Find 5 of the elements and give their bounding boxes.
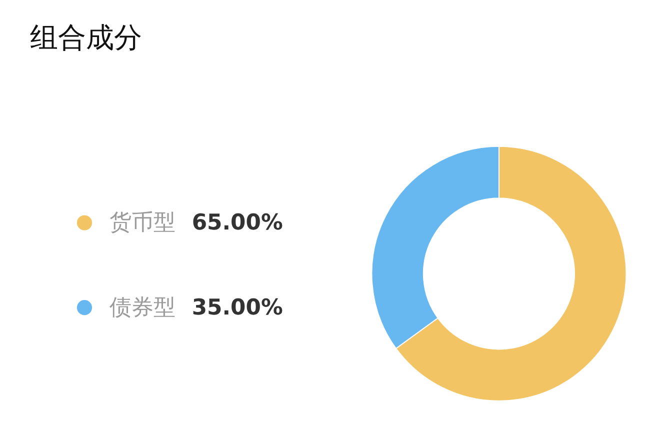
legend-label: 债券型 — [109, 296, 176, 321]
data-label: 65.00% — [192, 210, 283, 236]
chart-title: 组合成分 — [30, 21, 142, 54]
legend-label: 货币型 — [109, 210, 176, 236]
data-label: 35.00% — [192, 296, 283, 321]
